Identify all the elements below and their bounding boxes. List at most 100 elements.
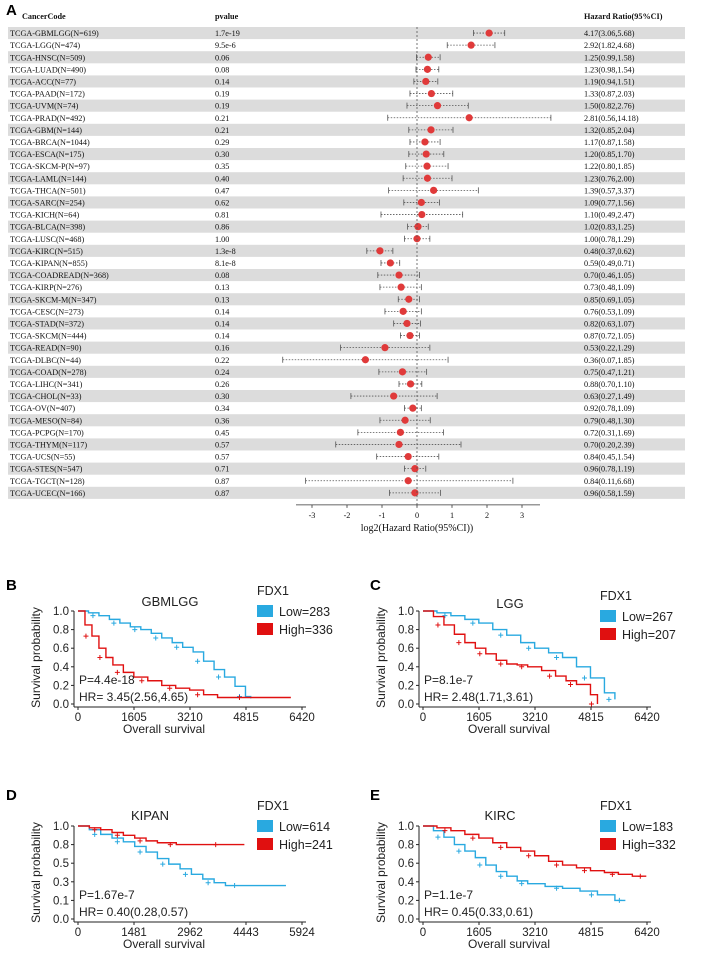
forest-row: TCGA-LUAD(N=490) 0.08 1.23(0.98,1.54) <box>10 65 635 74</box>
pvalue-label: 0.87 <box>215 489 229 498</box>
hr-point <box>423 65 432 73</box>
forest-row: TCGA-BLCA(N=398) 0.86 1.02(0.83,1.25) <box>8 220 685 233</box>
x-axis-title: log2(Hazard Ratio(95%CI)) <box>361 523 473 534</box>
censor-mark <box>111 620 117 626</box>
x-tick-label: -3 <box>309 511 316 520</box>
y-axis-title: Survival probability <box>29 607 43 708</box>
row-band <box>8 293 685 306</box>
forest-row: TCGA-PCPG(N=170) 0.45 0.72(0.31,1.69) <box>10 428 635 437</box>
legend-label-high: High=332 <box>622 838 676 852</box>
pvalue-label: 0.14 <box>215 77 229 86</box>
forest-row: TCGA-ESCA(N=175) 0.30 1.20(0.85,1.70) <box>8 148 685 161</box>
pvalue-label: 0.21 <box>215 126 229 135</box>
x-tick-label: 6420 <box>634 712 660 724</box>
hr-point <box>422 77 430 86</box>
hr-point <box>405 295 413 303</box>
panel-label-e: E <box>370 787 380 804</box>
legend-label-high: High=336 <box>279 623 333 637</box>
hr-point <box>404 477 412 485</box>
cancer-code-label: TCGA-COADREAD(N=368) <box>10 271 109 280</box>
censor-mark <box>498 632 504 638</box>
y-axis-title: Survival probability <box>29 822 43 923</box>
censor-mark <box>160 861 166 867</box>
hazard-ratio-label: 0.73(0.48,1.09) <box>584 283 635 292</box>
censor-mark <box>498 873 504 879</box>
hazard-ratio-label: 1.19(0.94,1.51) <box>584 77 635 86</box>
forest-row: TCGA-MESO(N=84) 0.36 0.79(0.48,1.30) <box>8 414 685 427</box>
cancer-code-label: TCGA-SARC(N=254) <box>10 198 85 207</box>
cancer-code-label: TCGA-UCEC(N=166) <box>10 489 85 498</box>
cancer-code-label: TCGA-SKCM-M(N=347) <box>10 295 97 304</box>
forest-row: TCGA-DLBC(N=44) 0.22 0.36(0.07,1.85) <box>10 356 635 365</box>
pvalue-label: 0.87 <box>215 477 229 486</box>
y-tick-label: 0.6 <box>398 858 414 870</box>
cancer-code-label: TCGA-SKCM-P(N=97) <box>10 162 90 171</box>
cancer-code-label: TCGA-SKCM(N=444) <box>10 332 87 341</box>
hr-point <box>397 283 405 291</box>
cancer-code-label: TCGA-THYM(N=117) <box>10 440 87 449</box>
y-axis-title: Survival probability <box>374 607 388 708</box>
cancer-code-label: TCGA-KIPAN(N=855) <box>10 259 88 268</box>
cancer-code-label: TCGA-PRAD(N=492) <box>10 114 85 123</box>
survival-curve-low <box>78 825 286 887</box>
forest-row: TCGA-PRAD(N=492) 0.21 2.81(0.56,14.18) <box>10 114 639 123</box>
censor-mark <box>519 881 525 887</box>
forest-row: TCGA-LAML(N=144) 0.40 1.23(0.76,2.00) <box>8 172 685 185</box>
row-band <box>8 390 685 403</box>
y-tick-label: 0.4 <box>398 877 415 889</box>
hr-point <box>414 223 422 231</box>
cancer-code-label: TCGA-UVM(N=74) <box>10 102 79 111</box>
x-tick-label: 1605 <box>466 927 492 939</box>
pvalue-label: 0.08 <box>215 65 229 74</box>
cancer-code-label: TCGA-STAD(N=372) <box>10 319 84 328</box>
censor-mark <box>442 828 448 834</box>
forest-row: TCGA-SARC(N=254) 0.62 1.09(0.77,1.56) <box>8 196 685 209</box>
hazard-ratio-label: 1.50(0.82,2.76) <box>584 102 635 111</box>
pvalue-label: 0.36 <box>215 416 229 425</box>
pvalue-label: 0.14 <box>215 319 229 328</box>
cancer-code-label: TCGA-THCA(N=501) <box>10 186 86 195</box>
hazard-ratio-label: 0.76(0.53,1.09) <box>584 307 635 316</box>
hazard-ratio-label: 0.79(0.48,1.30) <box>584 416 635 425</box>
legend-swatch-low <box>600 610 616 622</box>
censor-mark <box>554 655 560 660</box>
legend-label-low: Low=267 <box>622 610 673 624</box>
forest-row: TCGA-KIRC(N=515) 1.3e-8 0.48(0.37,0.62) <box>8 244 685 257</box>
hazard-ratio-label: 1.17(0.87,1.58) <box>584 138 635 147</box>
cancer-code-label: TCGA-LAML(N=144) <box>10 174 87 183</box>
cancer-code-label: TCGA-PAAD(N=172) <box>10 90 85 99</box>
pvalue-label: 0.45 <box>215 428 229 437</box>
censor-mark <box>526 853 532 859</box>
cancer-code-label: TCGA-COAD(N=278) <box>10 368 87 377</box>
censor-mark <box>442 613 448 619</box>
cancer-code-label: TCGA-READ(N=90) <box>10 344 82 353</box>
hr-point <box>411 489 419 497</box>
pvalue-label: 0.71 <box>215 465 229 474</box>
censor-mark <box>547 673 553 679</box>
x-tick-label: -2 <box>344 511 351 520</box>
hazard-ratio-text: HR= 0.40(0.28,0.57) <box>79 905 188 919</box>
km-plot-e: E 0.0 0.2 0.4 0.6 0.8 1.0 0 1605 3210 4815 6420 Over… <box>370 787 676 951</box>
censor-mark <box>477 862 483 868</box>
hazard-ratio-label: 2.92(1.82,4.68) <box>584 41 635 50</box>
censor-mark <box>232 883 238 889</box>
censor-mark <box>526 645 532 651</box>
x-tick-label: 0 <box>75 712 81 724</box>
hr-point <box>409 404 417 412</box>
censor-mark <box>205 880 211 886</box>
cancer-code-label: TCGA-MESO(N=84) <box>10 416 82 425</box>
legend-label-low: Low=614 <box>279 820 330 834</box>
p-value-text: P=4.4e-18 <box>79 673 135 687</box>
cancer-code-label: TCGA-LUSC(N=468) <box>10 235 84 244</box>
censor-mark <box>637 873 643 879</box>
y-tick-label: 0.4 <box>398 662 415 674</box>
survival-curve-low <box>423 825 626 902</box>
pvalue-label: 0.22 <box>215 356 229 365</box>
row-band <box>8 172 685 185</box>
legend-swatch-high <box>257 623 273 635</box>
pvalue-label: 0.57 <box>215 453 229 462</box>
hazard-ratio-label: 0.63(0.27,1.49) <box>584 392 635 401</box>
header-pvalue: pvalue <box>215 12 239 21</box>
forest-row: TCGA-THYM(N=117) 0.57 0.70(0.20,2.39) <box>8 438 685 451</box>
forest-row: TCGA-READ(N=90) 0.16 0.53(0.22,1.29) <box>8 341 685 354</box>
